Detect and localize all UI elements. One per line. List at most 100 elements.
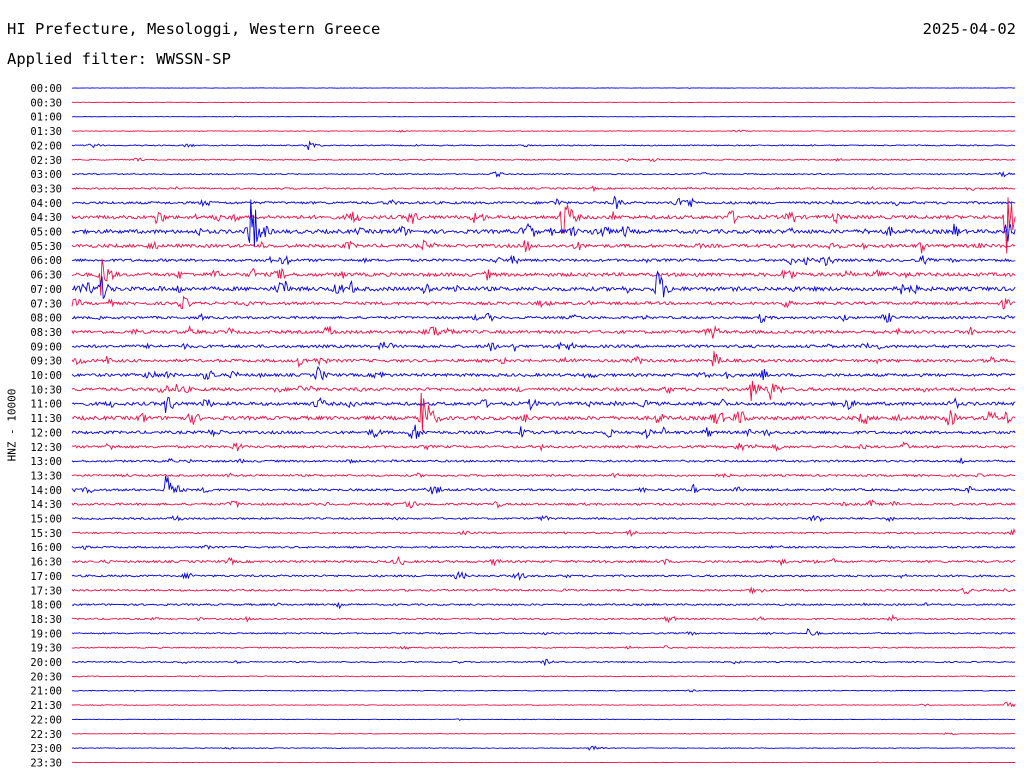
row-label: 05:30 bbox=[30, 241, 62, 253]
trace-line bbox=[71, 441, 1016, 453]
row-label: 19:30 bbox=[30, 643, 62, 655]
trace-line bbox=[71, 499, 1016, 510]
row-label: 15:30 bbox=[30, 528, 62, 540]
row-label: 04:00 bbox=[30, 198, 62, 210]
row-label: 21:30 bbox=[30, 700, 62, 712]
trace-line bbox=[71, 544, 1016, 551]
trace-line bbox=[71, 270, 1016, 300]
trace-line bbox=[71, 295, 1016, 310]
trace-line bbox=[71, 675, 1016, 678]
trace-line bbox=[71, 239, 1016, 254]
date-label: 2025-04-02 bbox=[922, 20, 1016, 38]
trace-line bbox=[71, 570, 1016, 581]
trace-line bbox=[71, 115, 1016, 118]
row-label: 11:00 bbox=[30, 399, 62, 411]
trace-line bbox=[71, 732, 1016, 735]
row-label: 20:30 bbox=[30, 671, 62, 683]
filter-label: Applied filter: WWSSN-SP bbox=[7, 50, 231, 68]
row-label: 01:00 bbox=[30, 112, 62, 124]
row-label: 22:00 bbox=[30, 714, 62, 726]
trace-line bbox=[71, 645, 1016, 650]
trace-line bbox=[71, 170, 1016, 178]
row-label: 06:30 bbox=[30, 270, 62, 282]
row-label: 12:30 bbox=[30, 442, 62, 454]
row-label: 17:30 bbox=[30, 585, 62, 597]
trace-line bbox=[71, 87, 1016, 89]
trace-line bbox=[71, 658, 1016, 666]
row-label: 19:00 bbox=[30, 628, 62, 640]
row-label: 08:00 bbox=[30, 313, 62, 325]
row-label: 04:30 bbox=[30, 212, 62, 224]
row-label: 10:30 bbox=[30, 384, 62, 396]
row-label: 16:00 bbox=[30, 542, 62, 554]
trace-line bbox=[71, 129, 1016, 133]
row-label: 02:30 bbox=[30, 155, 62, 167]
row-label: 00:30 bbox=[30, 97, 62, 109]
row-label: 14:30 bbox=[30, 499, 62, 511]
row-label: 05:00 bbox=[30, 227, 62, 239]
row-label: 06:00 bbox=[30, 255, 62, 267]
trace-line bbox=[71, 424, 1016, 440]
trace-line bbox=[71, 365, 1016, 381]
row-label: 18:30 bbox=[30, 614, 62, 626]
row-label: 17:00 bbox=[30, 571, 62, 583]
trace-line bbox=[71, 185, 1016, 193]
trace-line bbox=[71, 761, 1016, 764]
trace-line bbox=[71, 199, 1016, 247]
row-label: 21:00 bbox=[30, 686, 62, 698]
station-title: HI Prefecture, Mesologgi, Western Greece bbox=[7, 20, 381, 38]
trace-line bbox=[71, 602, 1016, 610]
trace-line bbox=[71, 628, 1016, 636]
row-label: 10:00 bbox=[30, 370, 62, 382]
row-label: 03:00 bbox=[30, 169, 62, 181]
trace-line bbox=[71, 258, 1016, 296]
trace-line bbox=[71, 396, 1016, 414]
trace-line bbox=[71, 341, 1016, 352]
row-label: 15:00 bbox=[30, 514, 62, 526]
trace-line bbox=[71, 254, 1016, 267]
row-label: 07:00 bbox=[30, 284, 62, 296]
trace-line bbox=[71, 718, 1016, 721]
row-label: 16:30 bbox=[30, 557, 62, 569]
row-label: 22:30 bbox=[30, 729, 62, 741]
row-label: 18:00 bbox=[30, 600, 62, 612]
traces bbox=[71, 87, 1016, 764]
trace-line bbox=[71, 745, 1016, 751]
trace-line bbox=[71, 475, 1016, 495]
row-label: 12:00 bbox=[30, 427, 62, 439]
row-label: 07:30 bbox=[30, 298, 62, 310]
trace-line bbox=[71, 614, 1016, 624]
row-label: 02:00 bbox=[30, 140, 62, 152]
trace-line bbox=[71, 140, 1016, 151]
row-label: 01:30 bbox=[30, 126, 62, 138]
trace-line bbox=[71, 701, 1016, 708]
row-label: 14:00 bbox=[30, 485, 62, 497]
row-label: 23:00 bbox=[30, 743, 62, 755]
row-label: 09:00 bbox=[30, 341, 62, 353]
row-label: 20:00 bbox=[30, 657, 62, 669]
trace-line bbox=[71, 555, 1016, 567]
row-label: 13:00 bbox=[30, 456, 62, 468]
row-label: 13:30 bbox=[30, 470, 62, 482]
trace-line bbox=[71, 101, 1016, 104]
trace-line bbox=[71, 157, 1016, 163]
trace-line bbox=[71, 312, 1016, 323]
trace-line bbox=[71, 351, 1016, 369]
row-labels: 00:00 00:30 01:00 01:30 02:00 02:30 03:00 03:30… bbox=[30, 83, 62, 769]
trace-line bbox=[71, 195, 1016, 209]
trace-line bbox=[71, 586, 1016, 595]
row-label: 03:30 bbox=[30, 183, 62, 195]
trace-line bbox=[71, 457, 1016, 465]
trace-line bbox=[71, 393, 1016, 431]
trace-line bbox=[71, 472, 1016, 479]
row-label: 00:00 bbox=[30, 83, 62, 95]
trace-line bbox=[71, 380, 1016, 402]
row-label: 11:30 bbox=[30, 413, 62, 425]
row-label: 08:30 bbox=[30, 327, 62, 339]
trace-line bbox=[71, 689, 1016, 693]
row-label: 09:30 bbox=[30, 356, 62, 368]
trace-line bbox=[71, 514, 1016, 523]
trace-line bbox=[71, 197, 1016, 254]
row-label: 23:30 bbox=[30, 757, 62, 769]
